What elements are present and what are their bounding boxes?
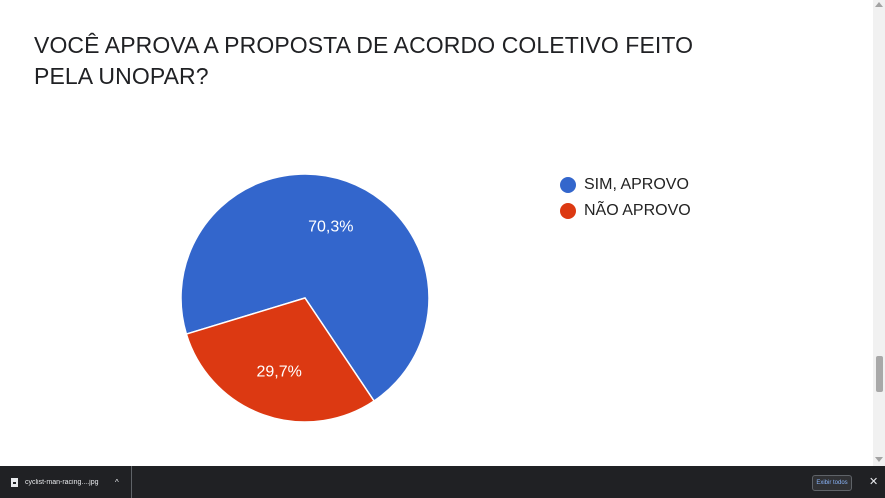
download-bar: cyclist-man-racing....jpg ^ Exibir todos… [0,466,885,498]
legend-item-sim[interactable]: SIM, APROVO [560,172,691,198]
legend-marker-nao [560,203,576,219]
vertical-scrollbar[interactable] [873,0,885,466]
chevron-up-icon[interactable]: ^ [115,477,119,487]
pie-slice-0[interactable] [180,173,430,403]
scroll-down-arrow-icon[interactable] [875,457,883,462]
chart-title: VOCÊ APROVA A PROPOSTA DE ACORDO COLETIV… [34,32,694,89]
pie-slice-label-1: 29,7% [256,363,301,380]
file-icon [11,477,18,487]
pie-slice-label-0: 70,3% [308,219,353,236]
legend-item-nao[interactable]: NÃO APROVO [560,198,691,224]
legend-marker-sim [560,177,576,193]
show-all-button[interactable]: Exibir todos [812,475,852,491]
chart-legend: SIM, APROVO NÃO APROVO [560,172,691,224]
pie-slice-1[interactable] [185,297,376,423]
close-icon[interactable]: ✕ [869,476,879,488]
pie-chart: 70,3% 29,7% [180,173,430,423]
download-file-name: cyclist-man-racing....jpg [25,478,99,486]
chart-card: VOCÊ APROVA A PROPOSTA DE ACORDO COLETIV… [0,0,874,466]
scroll-up-arrow-icon[interactable] [875,2,883,7]
legend-label-sim: SIM, APROVO [584,176,689,193]
download-item[interactable]: cyclist-man-racing....jpg ^ [0,466,132,498]
scroll-thumb[interactable] [876,356,883,392]
legend-label-nao: NÃO APROVO [584,202,691,219]
